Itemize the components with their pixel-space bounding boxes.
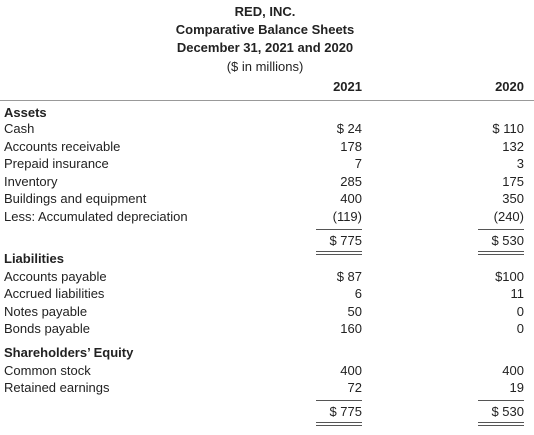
subtotal-rule: [316, 229, 362, 230]
value: (240): [493, 209, 524, 224]
double-rule: [478, 422, 524, 423]
value: 178: [340, 139, 362, 154]
column-header: 2021: [333, 79, 362, 94]
row-label: Inventory: [4, 174, 58, 189]
value: 175: [502, 174, 524, 189]
value: 72: [347, 380, 362, 395]
value: 19: [509, 380, 524, 395]
double-rule: [316, 254, 362, 255]
value: 400: [340, 191, 362, 206]
double-rule: [316, 251, 362, 252]
value: 400: [340, 363, 362, 378]
value: 160: [340, 321, 362, 336]
row-label: Accounts receivable: [4, 139, 121, 154]
total-value: $ 530: [491, 404, 524, 419]
double-rule: [478, 251, 524, 252]
section-heading: Assets: [4, 105, 47, 120]
total-value: $ 775: [329, 233, 362, 248]
row-label: Common stock: [4, 363, 91, 378]
total-value: $ 530: [491, 233, 524, 248]
value: 0: [516, 304, 524, 319]
value: 0: [516, 321, 524, 336]
row-label: Bonds payable: [4, 321, 91, 336]
double-rule: [316, 422, 362, 423]
value: 50: [347, 304, 362, 319]
double-rule: [478, 425, 524, 426]
subtotal-rule: [478, 229, 524, 230]
value: 7: [354, 156, 362, 171]
row-label: Cash: [4, 121, 35, 136]
section-heading: Shareholders’ Equity: [4, 345, 134, 360]
row-label: Retained earnings: [4, 380, 110, 395]
row-label: Buildings and equipment: [4, 191, 147, 206]
row-label: Accounts payable: [4, 269, 107, 284]
row-label: Less: Accumulated depreciation: [4, 209, 188, 224]
date: December 31, 2021 and 2020: [176, 40, 354, 55]
value: 11: [510, 286, 525, 301]
row-label: Accrued liabilities: [4, 286, 105, 301]
double-rule: [316, 425, 362, 426]
column-header: 2020: [495, 79, 524, 94]
total-value: $ 775: [329, 404, 362, 419]
value: 132: [502, 139, 524, 154]
value: 6: [354, 286, 362, 301]
value: (119): [332, 209, 362, 224]
company: RED, INC.: [234, 4, 296, 19]
value: 3: [516, 156, 524, 171]
header-rule: [0, 100, 534, 101]
value: 400: [502, 363, 524, 378]
double-rule: [478, 254, 524, 255]
value: $100: [495, 269, 524, 284]
value: 350: [502, 191, 524, 206]
title: Comparative Balance Sheets: [175, 22, 355, 37]
value: $ 87: [336, 269, 362, 284]
value: 285: [340, 174, 362, 189]
value: $ 110: [492, 121, 524, 136]
value: $ 24: [336, 121, 362, 136]
section-heading: Liabilities: [4, 251, 64, 266]
row-label: Prepaid insurance: [4, 156, 109, 171]
subtotal-rule: [478, 400, 524, 401]
row-label: Notes payable: [4, 304, 88, 319]
subtotal-rule: [316, 400, 362, 401]
units: ($ in millions): [226, 59, 304, 74]
